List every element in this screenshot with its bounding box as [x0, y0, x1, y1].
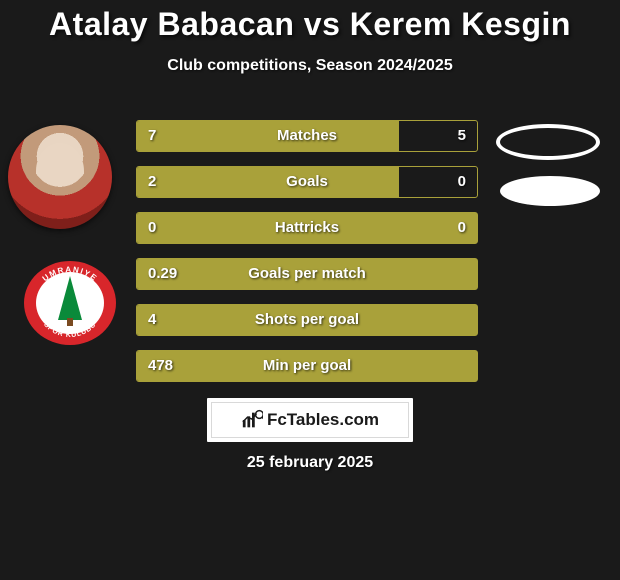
stat-label: Hattricks [136, 212, 478, 244]
watermark-text: FcTables.com [267, 410, 379, 430]
player2-club-crest-placeholder [500, 176, 600, 206]
page-title: Atalay Babacan vs Kerem Kesgin [0, 6, 620, 43]
stat-bar-row: 20Goals [136, 166, 478, 198]
player2-avatar-placeholder [496, 124, 600, 160]
stat-label: Goals per match [136, 258, 478, 290]
stat-label: Min per goal [136, 350, 478, 382]
comparison-infographic: Atalay Babacan vs Kerem Kesgin Club comp… [0, 0, 620, 580]
stat-bars: 75Matches 20Goals 00Hattricks 0.29Goals per… [136, 120, 478, 396]
player1-avatar [8, 125, 112, 229]
stat-bar-row: 75Matches [136, 120, 478, 152]
player1-club-crest: UMRANIYE SPOR KULUBU [20, 258, 120, 348]
stat-label: Goals [136, 166, 478, 198]
crest-text-top: UMRANIYE [41, 265, 100, 283]
crest-text-bottom: SPOR KULUBU [42, 321, 98, 339]
stat-bar-row: 00Hattricks [136, 212, 478, 244]
stat-bar-row: 478Min per goal [136, 350, 478, 382]
stat-label: Matches [136, 120, 478, 152]
date-text: 25 february 2025 [0, 454, 620, 472]
watermark: FcTables.com [207, 398, 413, 442]
page-subtitle: Club competitions, Season 2024/2025 [0, 57, 620, 75]
stat-bar-row: 4Shots per goal [136, 304, 478, 336]
fctables-icon [241, 409, 263, 431]
stat-bar-row: 0.29Goals per match [136, 258, 478, 290]
svg-text:SPOR KULUBU: SPOR KULUBU [42, 321, 98, 339]
svg-text:UMRANIYE: UMRANIYE [41, 265, 100, 283]
stat-label: Shots per goal [136, 304, 478, 336]
